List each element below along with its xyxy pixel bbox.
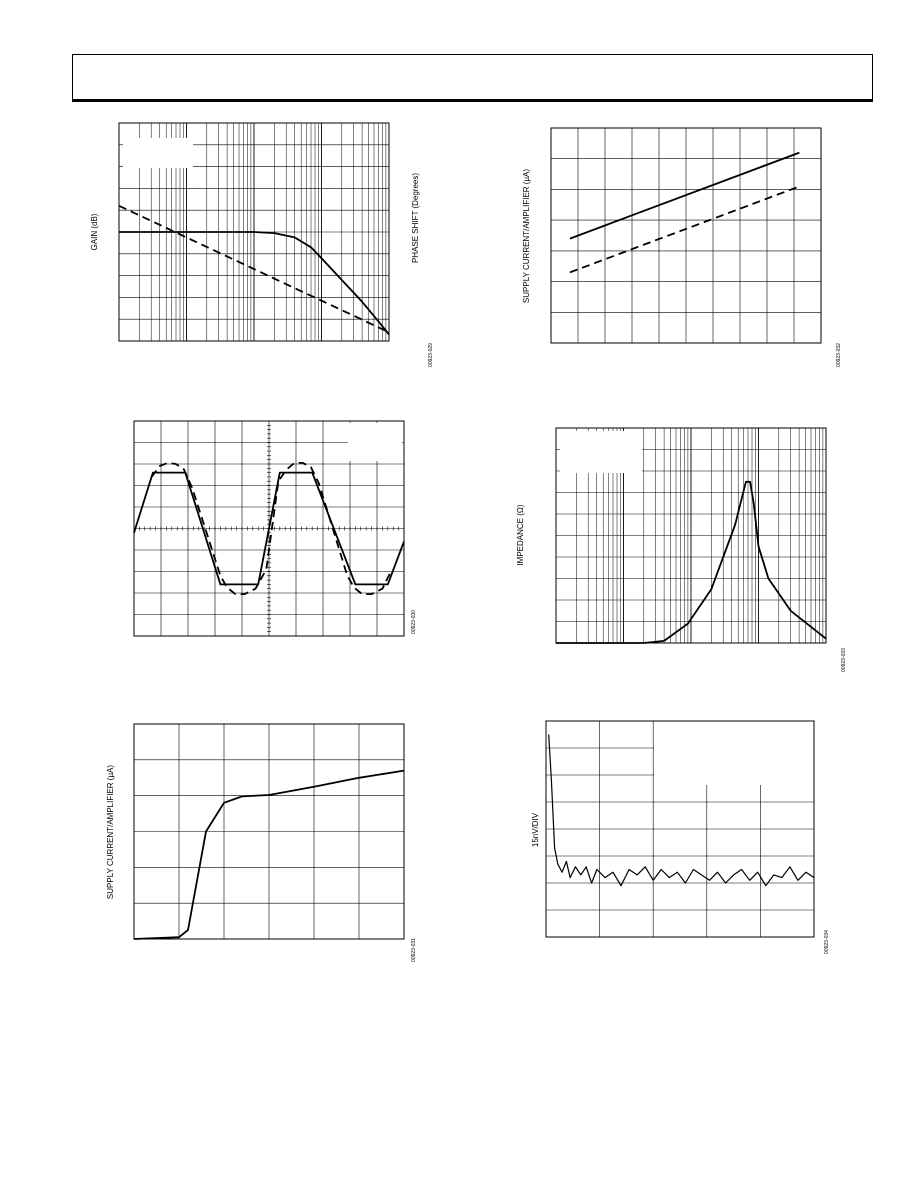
fig-impedance-ylabel: IMPEDANCE (Ω): [516, 504, 525, 565]
fig-supply-current-temp-grid: [551, 128, 821, 343]
fig-impedance-grid: [555, 428, 826, 643]
fig-gain-phase-y2label: PHASE SHIFT (Degrees): [411, 173, 420, 263]
fig-noise-plot-frame: [545, 720, 815, 938]
fig-supply-current-voltage-code: 00923-031: [411, 938, 417, 962]
fig-waveform-series-0-line: [133, 471, 405, 586]
fig-impedance-legend-box: [560, 431, 642, 473]
fig-supply-current-voltage-ylabel: SUPPLY CURRENT/AMPLIFIER (µA): [106, 765, 115, 899]
fig-gain-phase-code: 00923-029: [428, 343, 434, 367]
fig-supply-current-temp-code: 00923-032: [836, 343, 842, 367]
fig-supply-current-temp-ylabel: SUPPLY CURRENT/AMPLIFIER (µA): [522, 169, 531, 303]
fig-supply-current-temp: SUPPLY CURRENT/AMPLIFIER (µA) 00923-032: [522, 127, 842, 367]
page-header-box: [72, 54, 873, 102]
fig-supply-current-voltage-series-0-line: [133, 769, 405, 940]
fig-waveform-series-1-line: [150, 461, 393, 595]
fig-waveform: 00923-030: [133, 420, 417, 637]
fig-supply-current-voltage-plot-frame: [133, 723, 405, 940]
fig-supply-current-voltage-grid: [134, 724, 404, 939]
fig-noise: 15nV/DIV √ 00923-034: [531, 720, 830, 954]
fig-noise-legend-box: [654, 721, 814, 785]
fig-supply-current-temp-series-1-line: [569, 185, 800, 274]
fig-gain-phase-ylabel: GAIN (dB): [90, 213, 99, 250]
fig-waveform-plot-frame: [133, 420, 405, 637]
fig-gain-phase-series-1-line: [118, 204, 390, 334]
fig-gain-phase: GAIN (dB) PHASE SHIFT (Degrees) 00923-02…: [90, 122, 434, 367]
fig-impedance-code: 00923-033: [841, 648, 847, 672]
fig-impedance-series-0-line: [556, 480, 827, 644]
fig-impedance: IMPEDANCE (Ω) 00923-033: [516, 427, 847, 672]
fig-supply-current-temp-series-0-line: [569, 151, 800, 240]
fig-impedance-plot-frame: [555, 427, 827, 644]
fig-noise-code: 00923-034: [824, 930, 830, 954]
fig-gain-phase-legend-box: [123, 138, 193, 168]
fig-noise-series-0-line: [548, 734, 815, 887]
fig-noise-ylabel: 15nV/DIV: [531, 812, 540, 847]
fig-supply-current-voltage: SUPPLY CURRENT/AMPLIFIER (µA) 00923-031: [106, 723, 417, 962]
fig-gain-phase-series-0-line: [119, 231, 390, 336]
fig-waveform-code: 00923-030: [411, 610, 417, 634]
fig-supply-current-temp-plot-frame: [550, 127, 822, 344]
fig-waveform-legend-box: [348, 423, 402, 461]
